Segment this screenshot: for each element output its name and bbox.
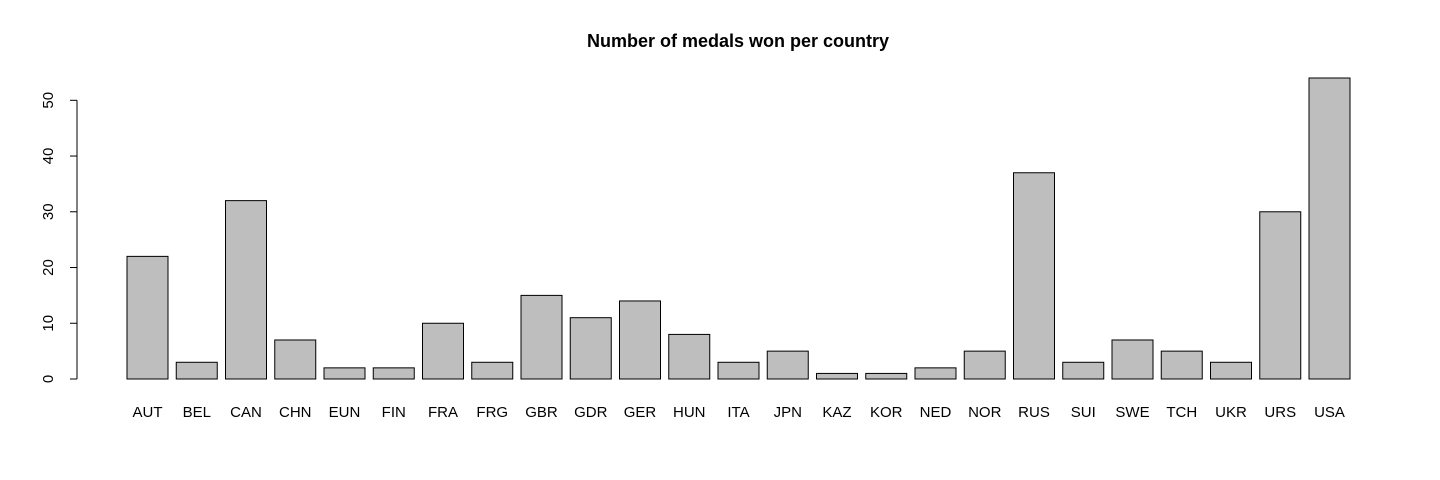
bar-aut — [126, 255, 169, 380]
x-tick-label: ITA — [727, 404, 749, 421]
x-tick-label: USA — [1314, 404, 1345, 421]
bar-eun — [323, 367, 366, 380]
y-tick-label: 0 — [40, 375, 57, 383]
x-tick-label: URS — [1264, 404, 1296, 421]
bar-fra — [422, 322, 464, 380]
bar-urs — [1259, 211, 1302, 380]
x-tick-label: CHN — [279, 404, 312, 421]
bars — [126, 77, 1351, 380]
x-tick-label: EUN — [329, 404, 361, 421]
x-tick-label: FIN — [382, 404, 406, 421]
x-tick-label: RUS — [1018, 404, 1050, 421]
chart-title: Number of medals won per country — [587, 31, 889, 51]
x-tick-label: FRA — [428, 404, 458, 421]
y-tick-label: 20 — [40, 259, 57, 276]
y-tick-label: 30 — [40, 203, 57, 220]
x-tick-label: CAN — [230, 404, 262, 421]
x-tick-label: HUN — [673, 404, 706, 421]
bar-kaz — [816, 372, 858, 380]
bar-chn — [274, 339, 317, 380]
y-tick-label: 10 — [40, 315, 57, 332]
bar-bel — [175, 361, 218, 380]
x-tick-label: BEL — [183, 404, 211, 421]
bar-nor — [963, 350, 1006, 380]
bar-ita — [717, 361, 760, 380]
bar-gdr — [569, 317, 612, 380]
bar-hun — [668, 333, 711, 380]
bar-sui — [1062, 361, 1105, 380]
bar-swe — [1111, 339, 1154, 380]
x-tick-label: JPN — [774, 404, 802, 421]
bar-gbr — [520, 294, 563, 380]
x-tick-label: GDR — [574, 404, 608, 421]
x-tick-label: GER — [624, 404, 657, 421]
bar-rus — [1013, 172, 1055, 380]
x-tick-label: AUT — [133, 404, 163, 421]
bar-ger — [619, 300, 661, 380]
bar-ukr — [1210, 361, 1252, 380]
x-tick-label: KOR — [870, 404, 903, 421]
x-tick-label: SUI — [1071, 404, 1096, 421]
bar-kor — [865, 372, 908, 380]
x-tick-label: GBR — [525, 404, 558, 421]
x-tick-label: KAZ — [822, 404, 851, 421]
y-tick-label: 50 — [40, 92, 57, 109]
x-tick-label: NED — [920, 404, 952, 421]
bar-fin — [372, 367, 415, 380]
bar-usa — [1308, 77, 1351, 380]
y-tick-label: 40 — [40, 148, 57, 165]
bar-jpn — [766, 350, 809, 380]
bar-frg — [471, 361, 514, 380]
x-tick-label: UKR — [1215, 404, 1247, 421]
bar-can — [225, 200, 267, 380]
x-tick-label: NOR — [968, 404, 1002, 421]
x-tick-label: SWE — [1115, 404, 1149, 421]
x-tick-label: FRG — [476, 404, 508, 421]
x-axis-labels: AUT BEL CAN CHN EUN FIN FRA FRG GBR GDR GER HUN ITA J… — [133, 404, 1345, 421]
bar-tch — [1160, 350, 1203, 380]
x-tick-label: TCH — [1166, 404, 1197, 421]
bar-ned — [914, 367, 957, 380]
y-axis: 0 10 20 30 40 50 — [40, 92, 78, 383]
